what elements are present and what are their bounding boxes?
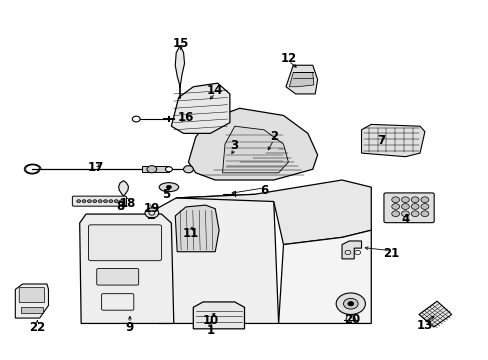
- Polygon shape: [80, 214, 173, 323]
- Text: 17: 17: [87, 161, 103, 174]
- Polygon shape: [341, 241, 361, 259]
- Polygon shape: [188, 108, 317, 180]
- Circle shape: [87, 200, 91, 203]
- Text: 4: 4: [401, 213, 408, 226]
- Circle shape: [166, 185, 171, 189]
- Circle shape: [401, 211, 408, 217]
- FancyBboxPatch shape: [383, 193, 433, 223]
- Text: 21: 21: [382, 247, 398, 260]
- Text: 13: 13: [416, 319, 432, 332]
- Circle shape: [420, 197, 428, 203]
- Circle shape: [391, 211, 399, 217]
- Circle shape: [343, 298, 357, 309]
- Text: 7: 7: [376, 134, 385, 147]
- Circle shape: [183, 166, 193, 173]
- Polygon shape: [119, 181, 128, 196]
- Polygon shape: [193, 302, 244, 329]
- Circle shape: [420, 211, 428, 217]
- Polygon shape: [278, 230, 370, 323]
- Text: 11: 11: [183, 227, 199, 240]
- Polygon shape: [15, 284, 48, 318]
- FancyBboxPatch shape: [97, 269, 139, 285]
- Text: 1: 1: [206, 324, 214, 337]
- Circle shape: [410, 211, 418, 217]
- Polygon shape: [171, 83, 229, 134]
- FancyBboxPatch shape: [88, 225, 161, 261]
- Polygon shape: [285, 65, 317, 94]
- Circle shape: [145, 208, 158, 218]
- Polygon shape: [418, 301, 451, 327]
- Polygon shape: [157, 194, 278, 323]
- Circle shape: [420, 204, 428, 210]
- FancyBboxPatch shape: [21, 307, 43, 314]
- Polygon shape: [289, 72, 313, 87]
- Text: 12: 12: [280, 51, 296, 64]
- Text: 2: 2: [269, 130, 277, 144]
- Text: 19: 19: [143, 202, 160, 215]
- Circle shape: [347, 302, 353, 306]
- Polygon shape: [361, 125, 424, 157]
- Polygon shape: [175, 205, 219, 252]
- Circle shape: [391, 197, 399, 203]
- Circle shape: [132, 116, 140, 122]
- Text: 22: 22: [29, 320, 45, 333]
- Circle shape: [114, 200, 118, 203]
- Text: 3: 3: [230, 139, 238, 152]
- Ellipse shape: [159, 183, 178, 192]
- Circle shape: [410, 197, 418, 203]
- FancyBboxPatch shape: [19, 288, 44, 303]
- Circle shape: [147, 166, 157, 173]
- Circle shape: [98, 200, 102, 203]
- Text: 10: 10: [202, 314, 218, 327]
- Polygon shape: [175, 45, 184, 87]
- Text: 15: 15: [173, 37, 189, 50]
- Circle shape: [401, 197, 408, 203]
- Text: 9: 9: [125, 320, 134, 333]
- Circle shape: [120, 200, 123, 203]
- Text: 16: 16: [178, 111, 194, 124]
- Circle shape: [410, 204, 418, 210]
- Circle shape: [82, 200, 86, 203]
- Circle shape: [335, 293, 365, 315]
- FancyBboxPatch shape: [72, 196, 126, 206]
- Text: 14: 14: [206, 84, 223, 97]
- Circle shape: [165, 167, 172, 172]
- Circle shape: [103, 200, 107, 203]
- Text: 5: 5: [162, 188, 170, 201]
- Text: 20: 20: [343, 313, 359, 327]
- Polygon shape: [176, 180, 370, 244]
- Circle shape: [77, 200, 81, 203]
- FancyBboxPatch shape: [142, 166, 168, 172]
- Text: 6: 6: [259, 184, 267, 197]
- Circle shape: [391, 204, 399, 210]
- Text: 8: 8: [116, 201, 124, 213]
- Circle shape: [109, 200, 113, 203]
- Text: 18: 18: [119, 197, 135, 210]
- Circle shape: [401, 204, 408, 210]
- Circle shape: [93, 200, 97, 203]
- Polygon shape: [222, 126, 288, 173]
